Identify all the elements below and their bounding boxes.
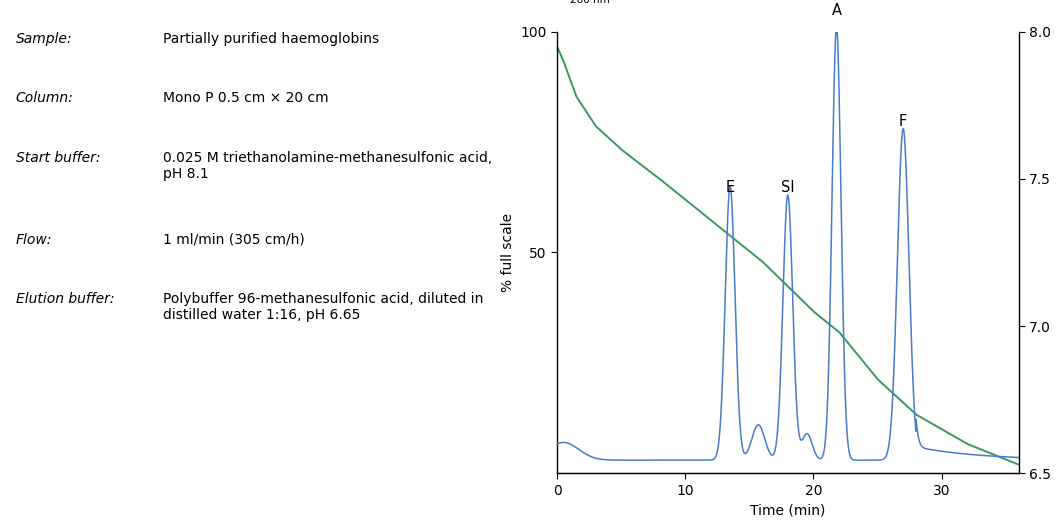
Text: Elution buffer:: Elution buffer: — [16, 292, 115, 306]
X-axis label: Time (min): Time (min) — [750, 503, 825, 518]
Text: 1 ml/min (305 cm/h): 1 ml/min (305 cm/h) — [163, 232, 305, 247]
Text: SI: SI — [781, 180, 795, 195]
Y-axis label: % full scale: % full scale — [501, 213, 515, 292]
Text: F: F — [899, 114, 907, 129]
Text: E: E — [726, 180, 734, 195]
Text: Polybuffer 96-methanesulfonic acid, diluted in
distilled water 1:16, pH 6.65: Polybuffer 96-methanesulfonic acid, dilu… — [163, 292, 483, 322]
Text: Partially purified haemoglobins: Partially purified haemoglobins — [163, 32, 379, 46]
Text: Flow:: Flow: — [16, 232, 52, 247]
Text: Mono P 0.5 cm × 20 cm: Mono P 0.5 cm × 20 cm — [163, 91, 329, 105]
Text: 0.025 M triethanolamine-methanesulfonic acid,
pH 8.1: 0.025 M triethanolamine-methanesulfonic … — [163, 151, 492, 181]
Text: Sample:: Sample: — [16, 32, 72, 46]
Text: Column:: Column: — [16, 91, 73, 105]
Text: 280 nm: 280 nm — [570, 0, 609, 5]
Text: A: A — [832, 3, 841, 18]
Text: Start buffer:: Start buffer: — [16, 151, 100, 165]
